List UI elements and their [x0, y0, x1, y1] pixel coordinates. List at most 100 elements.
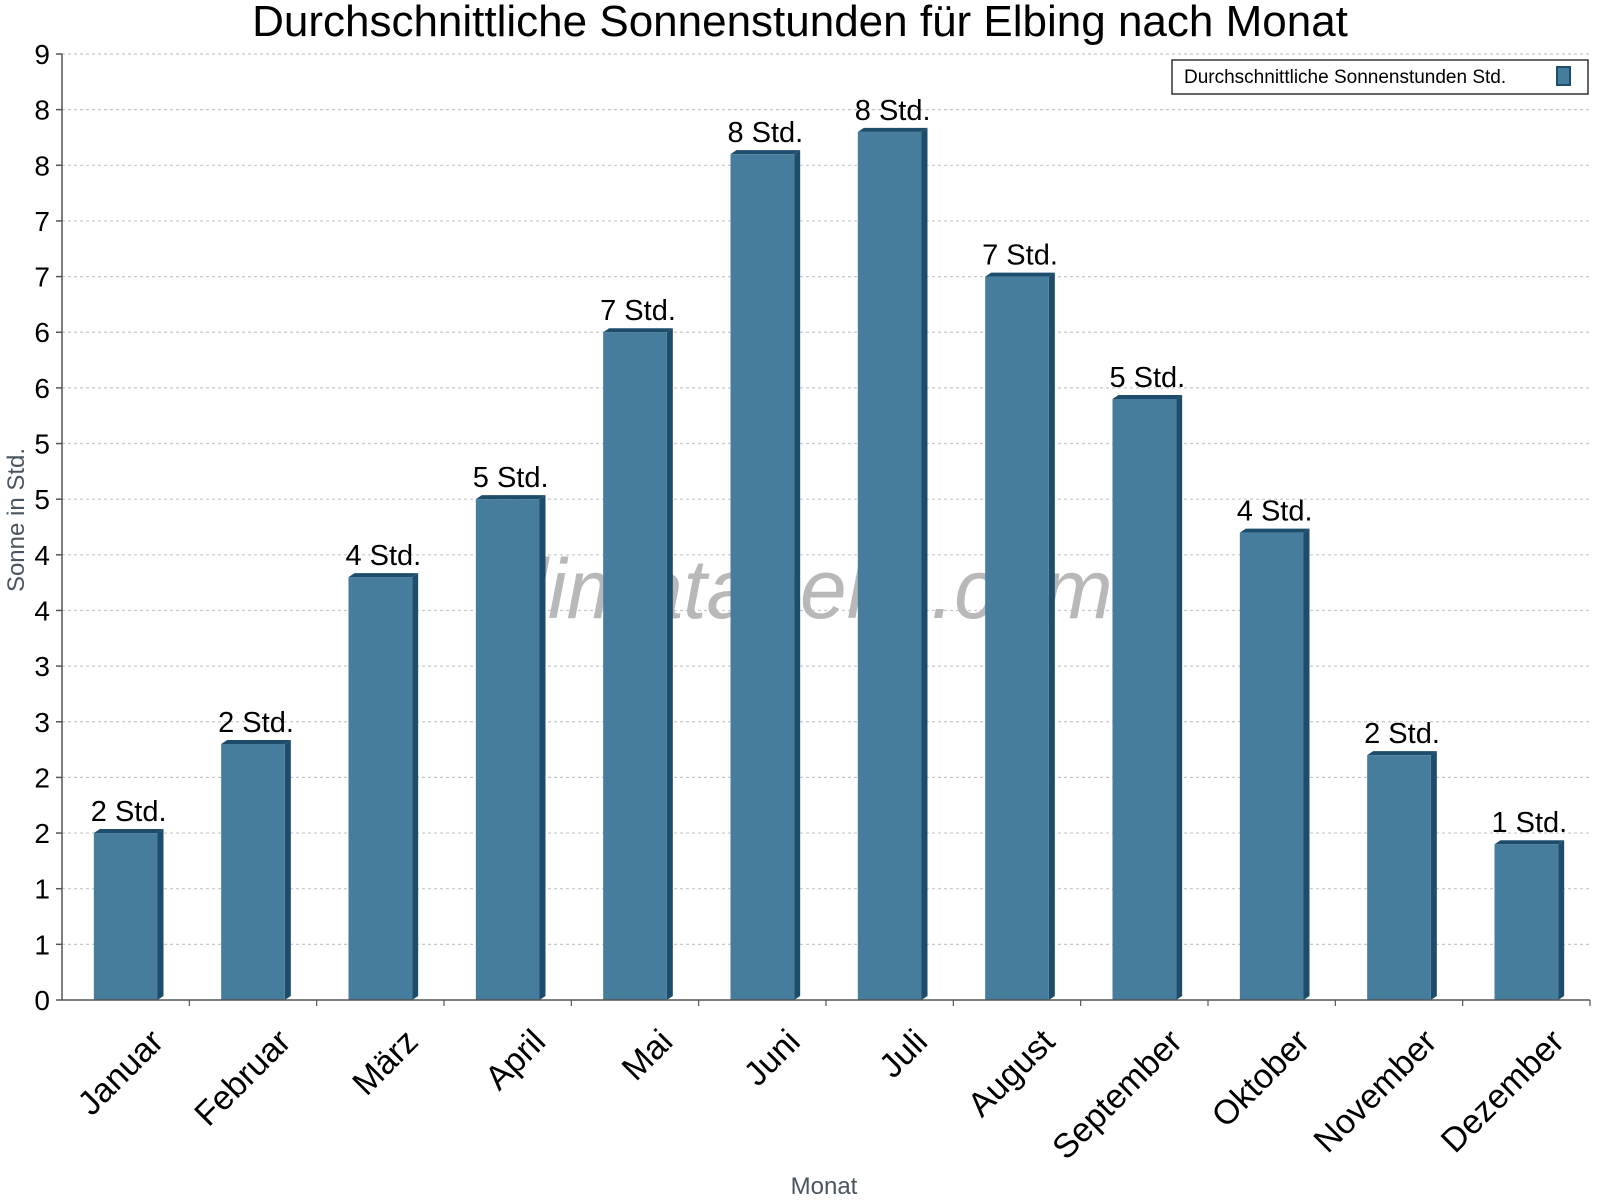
y-tick-label: 3 — [34, 651, 50, 682]
x-tick-label: Januar — [71, 1022, 171, 1122]
y-tick-labels: 0 1 1 2 2 3 3 4 4 5 5 6 6 7 7 8 8 9 — [34, 39, 50, 1016]
legend-swatch — [1556, 66, 1571, 86]
legend: Durchschnittliche Sonnenstunden Std. — [1171, 59, 1589, 95]
bar-face — [985, 276, 1049, 1000]
bar — [1494, 840, 1565, 1000]
y-tick-label: 3 — [34, 707, 50, 738]
bar-face — [730, 154, 795, 1001]
x-tick-label: Dezember — [1434, 1022, 1572, 1160]
bar — [1239, 528, 1310, 1000]
bar — [348, 573, 419, 1000]
bar — [221, 740, 291, 1000]
bar-side — [1558, 840, 1565, 1000]
bar-top — [348, 573, 419, 578]
bar-side — [284, 740, 291, 1000]
bar — [475, 495, 546, 1000]
bar-side — [666, 328, 673, 1000]
y-tick-label: 7 — [34, 262, 50, 293]
bar-top — [221, 740, 291, 745]
bar-face — [93, 833, 158, 1000]
data-label: 5 Std. — [473, 462, 549, 494]
bar-top — [730, 150, 801, 155]
bar-face — [221, 744, 285, 1000]
bar-face — [1112, 399, 1177, 1000]
data-label: 8 Std. — [855, 95, 931, 127]
chart-title: Durchschnittliche Sonnenstunden für Elbi… — [252, 0, 1348, 46]
x-tick-label: November — [1307, 1022, 1445, 1160]
x-tick-label: Oktober — [1205, 1022, 1317, 1134]
bar-side — [412, 573, 419, 1000]
bar-top — [1367, 751, 1437, 756]
data-label: 5 Std. — [1109, 362, 1185, 394]
y-tick-label: 4 — [34, 595, 50, 626]
y-tick-label: 0 — [34, 985, 50, 1016]
y-tick-label: 5 — [34, 484, 50, 515]
x-tick-label: Juli — [872, 1022, 935, 1085]
y-tick-label: 8 — [34, 150, 50, 181]
bar-face — [1239, 532, 1304, 1000]
data-label: 4 Std. — [1237, 496, 1313, 528]
bar-top — [1239, 528, 1310, 533]
y-tick-label: 1 — [34, 929, 50, 960]
data-label: 7 Std. — [982, 240, 1058, 272]
bar-face — [603, 332, 667, 1000]
data-label: 2 Std. — [1364, 718, 1440, 750]
data-label: 1 Std. — [1491, 807, 1567, 839]
bar — [1367, 751, 1437, 1000]
bar-face — [857, 131, 922, 1000]
y-tick-label: 7 — [34, 206, 50, 237]
bar — [857, 127, 928, 1000]
y-tick-label: 6 — [34, 373, 50, 404]
data-label: 7 Std. — [600, 295, 676, 327]
bar — [603, 328, 673, 1000]
y-tick-label: 4 — [34, 540, 50, 571]
legend-label: Durchschnittliche Sonnenstunden Std. — [1184, 67, 1506, 88]
bar-group — [93, 127, 1565, 1001]
y-tick-label: 5 — [34, 429, 50, 460]
bar-top — [1112, 395, 1183, 400]
x-tick-label: April — [478, 1022, 553, 1097]
data-label: 8 Std. — [727, 117, 803, 149]
bar-top — [603, 328, 673, 333]
y-tick-label: 9 — [34, 39, 50, 70]
bar — [1112, 395, 1183, 1000]
y-tick-label: 2 — [34, 762, 50, 793]
y-axis-label: Sonne in Std. — [3, 448, 30, 592]
data-label: 4 Std. — [345, 540, 421, 572]
bar-side — [1048, 272, 1055, 1000]
bar-face — [348, 577, 413, 1000]
x-tick-label: März — [345, 1022, 425, 1102]
x-tick-label: Juni — [737, 1022, 808, 1093]
bar-face — [1367, 755, 1431, 1000]
bar-face — [475, 499, 540, 1000]
bar-side — [921, 127, 928, 1000]
bar-top — [857, 127, 928, 132]
data-label: 2 Std. — [91, 796, 167, 828]
bar — [730, 150, 801, 1001]
x-tick-label: Februar — [187, 1022, 298, 1133]
bar — [985, 272, 1055, 1000]
y-tick-label: 8 — [34, 95, 50, 126]
bar-side — [539, 495, 546, 1000]
x-tick-label: August — [961, 1022, 1063, 1124]
bar-side — [157, 829, 164, 1000]
bar-face — [1494, 844, 1559, 1000]
data-label-group: 2 Std. 2 Std. 4 Std. 5 Std. 7 Std. 8 Std. 8 St… — [91, 95, 1567, 839]
y-tick-label: 2 — [34, 818, 50, 849]
x-axis-label: Monat — [791, 1173, 858, 1200]
bar-top — [475, 495, 546, 500]
bar — [93, 829, 164, 1000]
y-tick-label: 6 — [34, 317, 50, 348]
bar-side — [794, 150, 801, 1001]
x-tick-labels: Januar Februar März April Mai Juni Juli AugustS… — [71, 1022, 1572, 1167]
axes — [56, 53, 1591, 1006]
bar-top — [1494, 840, 1565, 845]
bar-side — [1303, 528, 1310, 1000]
x-tick-label: September — [1045, 1022, 1189, 1166]
bar-side — [1176, 395, 1183, 1000]
grid-lines — [62, 53, 1590, 945]
bar-side — [1430, 751, 1437, 1000]
legend-box — [1171, 59, 1589, 95]
bar-top — [985, 272, 1055, 277]
